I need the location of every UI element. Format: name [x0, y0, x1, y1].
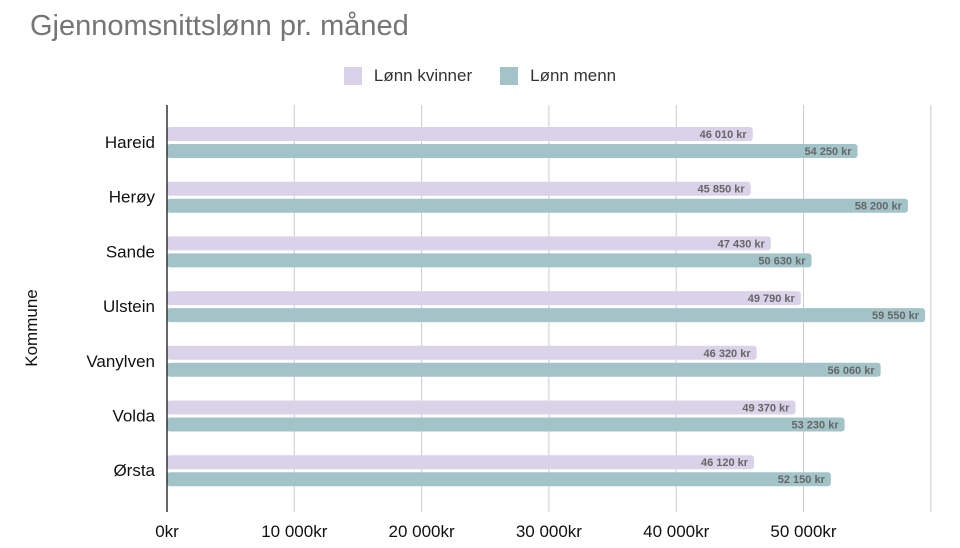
legend-label-men: Lønn menn: [530, 66, 617, 85]
bar-men: [167, 472, 831, 487]
category-label: Vanylven: [86, 352, 155, 371]
bar-men: [167, 144, 858, 158]
chart-title: Gjennomsnittslønn pr. måned: [30, 10, 409, 42]
x-tick-label: 20 000kr: [389, 522, 455, 541]
bar-men: [167, 253, 812, 268]
bar-men: [167, 417, 845, 432]
category-label: Sande: [106, 242, 155, 261]
legend-swatch-men: [500, 67, 519, 85]
data-label: 59 550 kr: [872, 310, 920, 322]
bar-women: [167, 455, 755, 470]
data-label: 52 150 kr: [778, 474, 826, 486]
data-label: 49 790 kr: [748, 293, 796, 305]
bar-women: [167, 345, 757, 360]
data-label: 58 200 kr: [855, 201, 903, 213]
data-label: 50 630 kr: [758, 255, 806, 267]
category-label: Ulstein: [103, 297, 155, 316]
legend-swatch-women: [343, 67, 362, 85]
data-label: 49 370 kr: [742, 403, 790, 415]
data-label: 45 850 kr: [698, 184, 746, 196]
data-label: 47 430 kr: [718, 238, 766, 250]
data-label: 46 120 kr: [701, 457, 749, 469]
data-label: 46 320 kr: [704, 348, 752, 360]
bar-men: [167, 198, 908, 213]
category-label: Herøy: [109, 188, 156, 207]
bar-men: [167, 308, 926, 323]
chart-legend: Lønn kvinner Lønn menn: [0, 66, 960, 86]
data-label: 46 010 kr: [700, 129, 748, 141]
category-label: Ørsta: [113, 461, 155, 480]
bar-women: [167, 181, 751, 196]
legend-item-men[interactable]: Lønn menn: [500, 66, 616, 86]
data-label: 54 250 kr: [804, 146, 852, 158]
data-label: 53 230 kr: [792, 420, 840, 432]
bar-women: [167, 400, 796, 415]
x-tick-label: 10 000kr: [261, 522, 327, 541]
category-label: Volda: [112, 407, 155, 426]
x-tick-label: 50 000kr: [770, 522, 836, 541]
bar-women: [167, 291, 801, 306]
x-tick-label: 0kr: [155, 522, 179, 541]
legend-label-women: Lønn kvinner: [373, 66, 473, 85]
category-label: Hareid: [105, 133, 155, 152]
data-label: 56 060 kr: [828, 365, 876, 377]
x-tick-label: 40 000kr: [643, 522, 709, 541]
bar-women: [167, 127, 753, 141]
bar-men: [167, 362, 881, 377]
x-tick-label: 30 000kr: [516, 522, 582, 541]
bar-women: [167, 236, 771, 251]
legend-item-women[interactable]: Lønn kvinner: [343, 66, 473, 86]
